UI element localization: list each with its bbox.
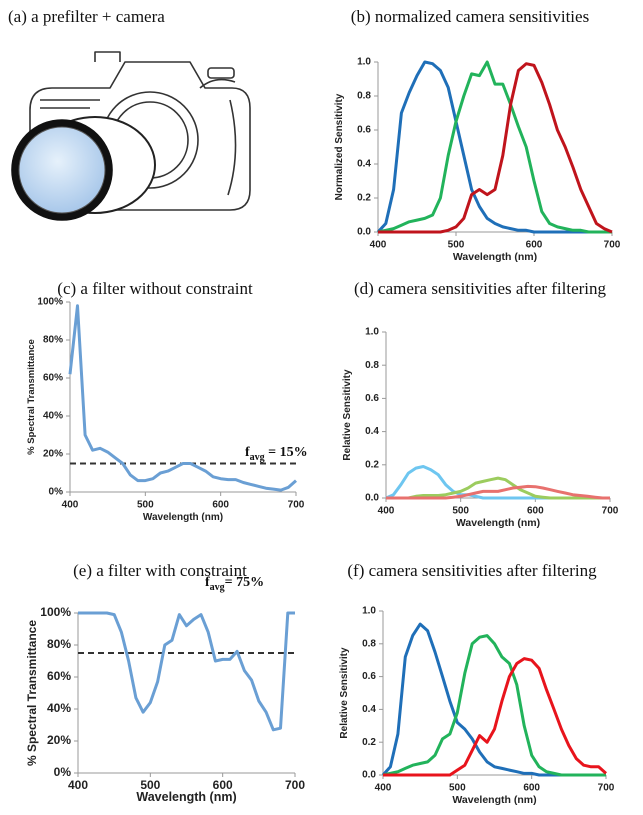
data-line — [386, 476, 610, 500]
x-tick-label: 600 — [212, 500, 229, 511]
panel-caption: (d) camera sensitivities after filtering — [354, 279, 607, 298]
y-tick-label: 0.6 — [362, 671, 376, 682]
y-tick-label: 0.0 — [365, 493, 379, 504]
x-axis-label: Wavelength (nm) — [136, 790, 236, 804]
y-tick-label: 80% — [47, 637, 71, 651]
panel-caption: (e) a filter with constraint — [73, 561, 247, 580]
y-tick-label: 40% — [47, 701, 71, 715]
chart-panel: (d) camera sensitivities after filtering… — [342, 279, 619, 529]
y-tick-label: 1.0 — [362, 606, 376, 617]
annotation-subscript: avg — [250, 452, 265, 463]
chart-panel: (c) a filter without constraint 0% 20% 40% 6… — [26, 279, 308, 523]
y-tick-label: 1.0 — [357, 57, 371, 68]
x-tick-label: 600 — [523, 783, 540, 794]
x-axis-label: Wavelength (nm) — [143, 512, 223, 523]
y-tick-label: 0.8 — [365, 360, 379, 371]
annotation: favg = 15% — [245, 445, 308, 463]
data-line — [378, 62, 613, 234]
x-tick-label: 700 — [285, 778, 305, 792]
data-line — [383, 657, 607, 777]
y-tick-label: 80% — [43, 335, 63, 346]
y-axis-label: Relative Sensitivity — [342, 369, 353, 461]
annotation: favg= 75% — [205, 575, 264, 593]
y-tick-label: 0.0 — [357, 227, 371, 238]
y-axis-label: % Spectral Transmittance — [26, 339, 37, 455]
x-axis-label: Wavelength (nm) — [453, 251, 537, 263]
panel-caption: (f) camera sensitivities after filtering — [347, 561, 597, 580]
y-tick-label: 60% — [43, 373, 63, 384]
data-line — [377, 60, 612, 234]
x-tick-label: 400 — [68, 778, 88, 792]
y-tick-label: 0.2 — [362, 737, 376, 748]
x-tick-label: 500 — [452, 506, 469, 517]
x-tick-label: 400 — [375, 783, 392, 794]
data-line — [376, 60, 612, 234]
y-tick-label: 40% — [43, 411, 63, 422]
data-line — [68, 304, 297, 492]
x-tick-label: 700 — [604, 240, 621, 251]
data-line — [385, 465, 610, 500]
panel-caption: (b) normalized camera sensitivities — [351, 7, 589, 26]
y-axis-label: % Spectral Transmittance — [25, 620, 39, 766]
x-axis-label: Wavelength (nm) — [452, 794, 536, 806]
annotation-main: f — [245, 445, 250, 460]
y-tick-label: 0.4 — [365, 426, 379, 437]
y-axis-label: Normalized Sensitivity — [334, 93, 345, 200]
annotation-suffix: = 75% — [225, 575, 264, 590]
x-tick-label: 400 — [62, 500, 79, 511]
x-tick-label: 400 — [370, 240, 387, 251]
data-line — [386, 484, 610, 500]
x-tick-label: 500 — [137, 500, 154, 511]
y-tick-label: 0.4 — [362, 704, 376, 715]
y-tick-label: 0.8 — [362, 638, 376, 649]
x-tick-label: 600 — [527, 506, 544, 517]
x-tick-label: 600 — [526, 240, 543, 251]
y-tick-label: 0% — [49, 487, 64, 498]
y-axis-label: Relative Sensitivity — [339, 647, 350, 739]
y-tick-label: 0.6 — [365, 393, 379, 404]
chart-panel: (e) a filter with constraint 0% 20% 40% 60% 8… — [25, 561, 305, 804]
x-tick-label: 700 — [602, 506, 619, 517]
x-tick-label: 500 — [449, 783, 466, 794]
data-line — [382, 634, 606, 777]
y-tick-label: 60% — [47, 669, 71, 683]
y-tick-label: 0.4 — [357, 159, 371, 170]
y-tick-label: 20% — [47, 733, 71, 747]
annotation-suffix: = 15% — [265, 445, 308, 460]
y-tick-label: 0.6 — [357, 125, 371, 136]
x-axis-label: Wavelength (nm) — [456, 517, 540, 529]
y-tick-label: 100% — [37, 297, 63, 308]
camera-illustration — [11, 51, 251, 221]
x-tick-label: 400 — [378, 506, 395, 517]
x-tick-label: 500 — [448, 240, 465, 251]
panel-caption: (c) a filter without constraint — [57, 279, 253, 298]
x-tick-label: 700 — [288, 500, 305, 511]
x-tick-label: 700 — [598, 783, 615, 794]
x-tick-label: 500 — [140, 778, 160, 792]
x-tick-label: 600 — [213, 778, 233, 792]
annotation-main: f — [205, 575, 210, 590]
chart-panel: (f) camera sensitivities after filtering… — [339, 561, 615, 806]
chart-panel: (b) normalized camera sensitivities 0.0 0.… — [334, 7, 621, 263]
y-tick-label: 0.2 — [365, 459, 379, 470]
y-tick-label: 1.0 — [365, 327, 379, 338]
y-tick-label: 0.0 — [362, 770, 376, 781]
y-tick-label: 0.2 — [357, 193, 371, 204]
annotation-subscript: avg — [210, 582, 225, 593]
y-tick-label: 0.8 — [357, 91, 371, 102]
y-tick-label: 0% — [54, 765, 72, 779]
y-tick-label: 100% — [40, 605, 71, 619]
panel-caption: (a) a prefilter + camera — [8, 7, 165, 26]
y-tick-label: 20% — [43, 449, 63, 460]
data-line — [78, 611, 295, 732]
